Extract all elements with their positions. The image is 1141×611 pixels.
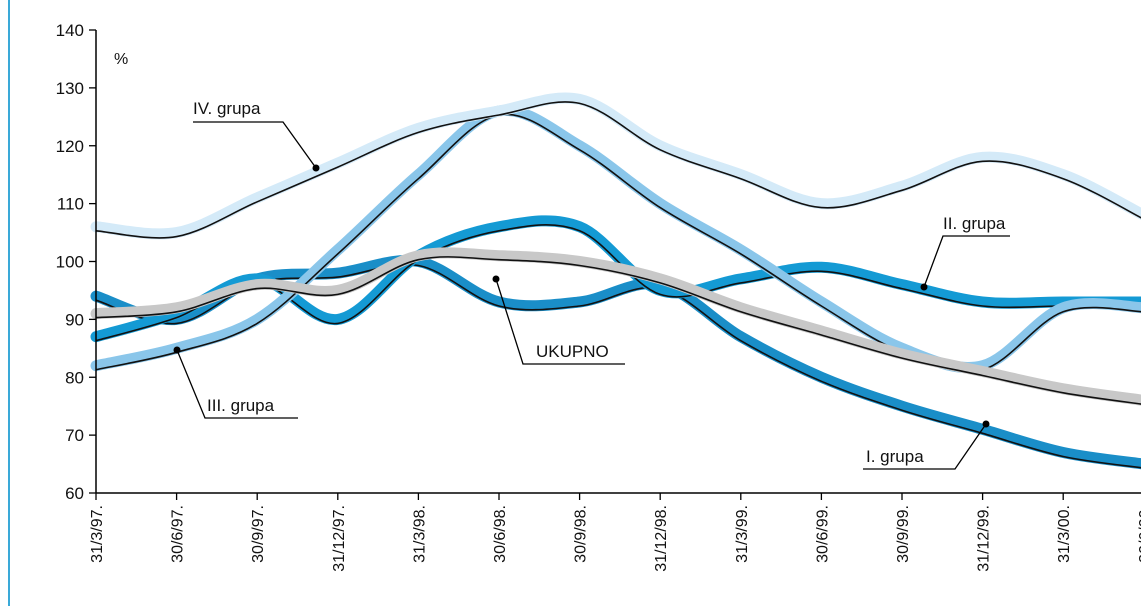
series-band-iii-grupa xyxy=(90,104,1141,373)
series-line-iv-grupa xyxy=(95,101,1141,239)
series-line-ukupno xyxy=(95,256,1141,405)
x-tick-label: 30/9/97. xyxy=(250,505,267,563)
annotation-iv-grupa-label: IV. grupa xyxy=(193,99,261,118)
y-tick-label: 70 xyxy=(65,426,84,445)
annotation-iii-grupa: III. grupa xyxy=(173,346,298,419)
y-tick-label: 110 xyxy=(57,195,84,214)
y-tick-label: 60 xyxy=(65,484,84,503)
annotation-iv-grupa: IV. grupa xyxy=(193,99,320,172)
x-tick-label: 31/3/98. xyxy=(411,505,428,563)
x-tick-label: 31/3/00. xyxy=(1056,505,1073,563)
x-tick-label: 31/3/97. xyxy=(89,505,106,563)
x-tick-label: 30/6/00. xyxy=(1137,505,1141,563)
x-tick-label: 31/12/99. xyxy=(976,505,993,572)
series-band-ukupno xyxy=(90,247,1141,406)
x-tick-label: 31/12/98. xyxy=(653,505,670,572)
annotation-i-grupa-label: I. grupa xyxy=(866,447,924,466)
x-tick-label: 30/9/98. xyxy=(573,505,590,563)
x-tick-label: 31/12/97. xyxy=(331,505,348,572)
annotation-iii-grupa-label: III. grupa xyxy=(207,396,275,415)
y-ticks: 60 70 80 90 100 110 120 130 140 xyxy=(56,21,96,503)
annotation-i-grupa: I. grupa xyxy=(863,420,990,470)
x-tick-label: 30/6/98. xyxy=(492,505,509,563)
annotation-ukupno-label: UKUPNO xyxy=(536,342,609,361)
x-tick-label: 30/9/99. xyxy=(895,505,912,563)
x-tick-label: 30/6/97. xyxy=(170,505,187,563)
series-iv-grupa xyxy=(90,92,1141,240)
y-tick-label: 120 xyxy=(56,137,84,156)
y-tick-label: 80 xyxy=(65,368,84,387)
annotation-ii-grupa-label: II. grupa xyxy=(943,214,1006,233)
series-band-iv-grupa xyxy=(90,92,1141,240)
series-iii-grupa xyxy=(90,104,1141,373)
series-ukupno xyxy=(90,247,1141,406)
annotation-ukupno: UKUPNO xyxy=(492,275,625,365)
annotation-ii-grupa: II. grupa xyxy=(920,214,1010,291)
x-ticks: 31/3/97. 30/6/97. 30/9/97. 31/12/97. 31/3/98… xyxy=(89,493,1141,572)
x-tick-label: 31/3/99. xyxy=(734,505,751,563)
x-tick-label: 30/6/99. xyxy=(814,505,831,563)
series-layer xyxy=(90,92,1141,470)
y-tick-label: 100 xyxy=(56,253,84,272)
y-axis-unit: % xyxy=(114,51,128,68)
y-tick-label: 130 xyxy=(56,79,84,98)
y-tick-label: 140 xyxy=(56,21,84,40)
y-tick-label: 90 xyxy=(65,310,84,329)
